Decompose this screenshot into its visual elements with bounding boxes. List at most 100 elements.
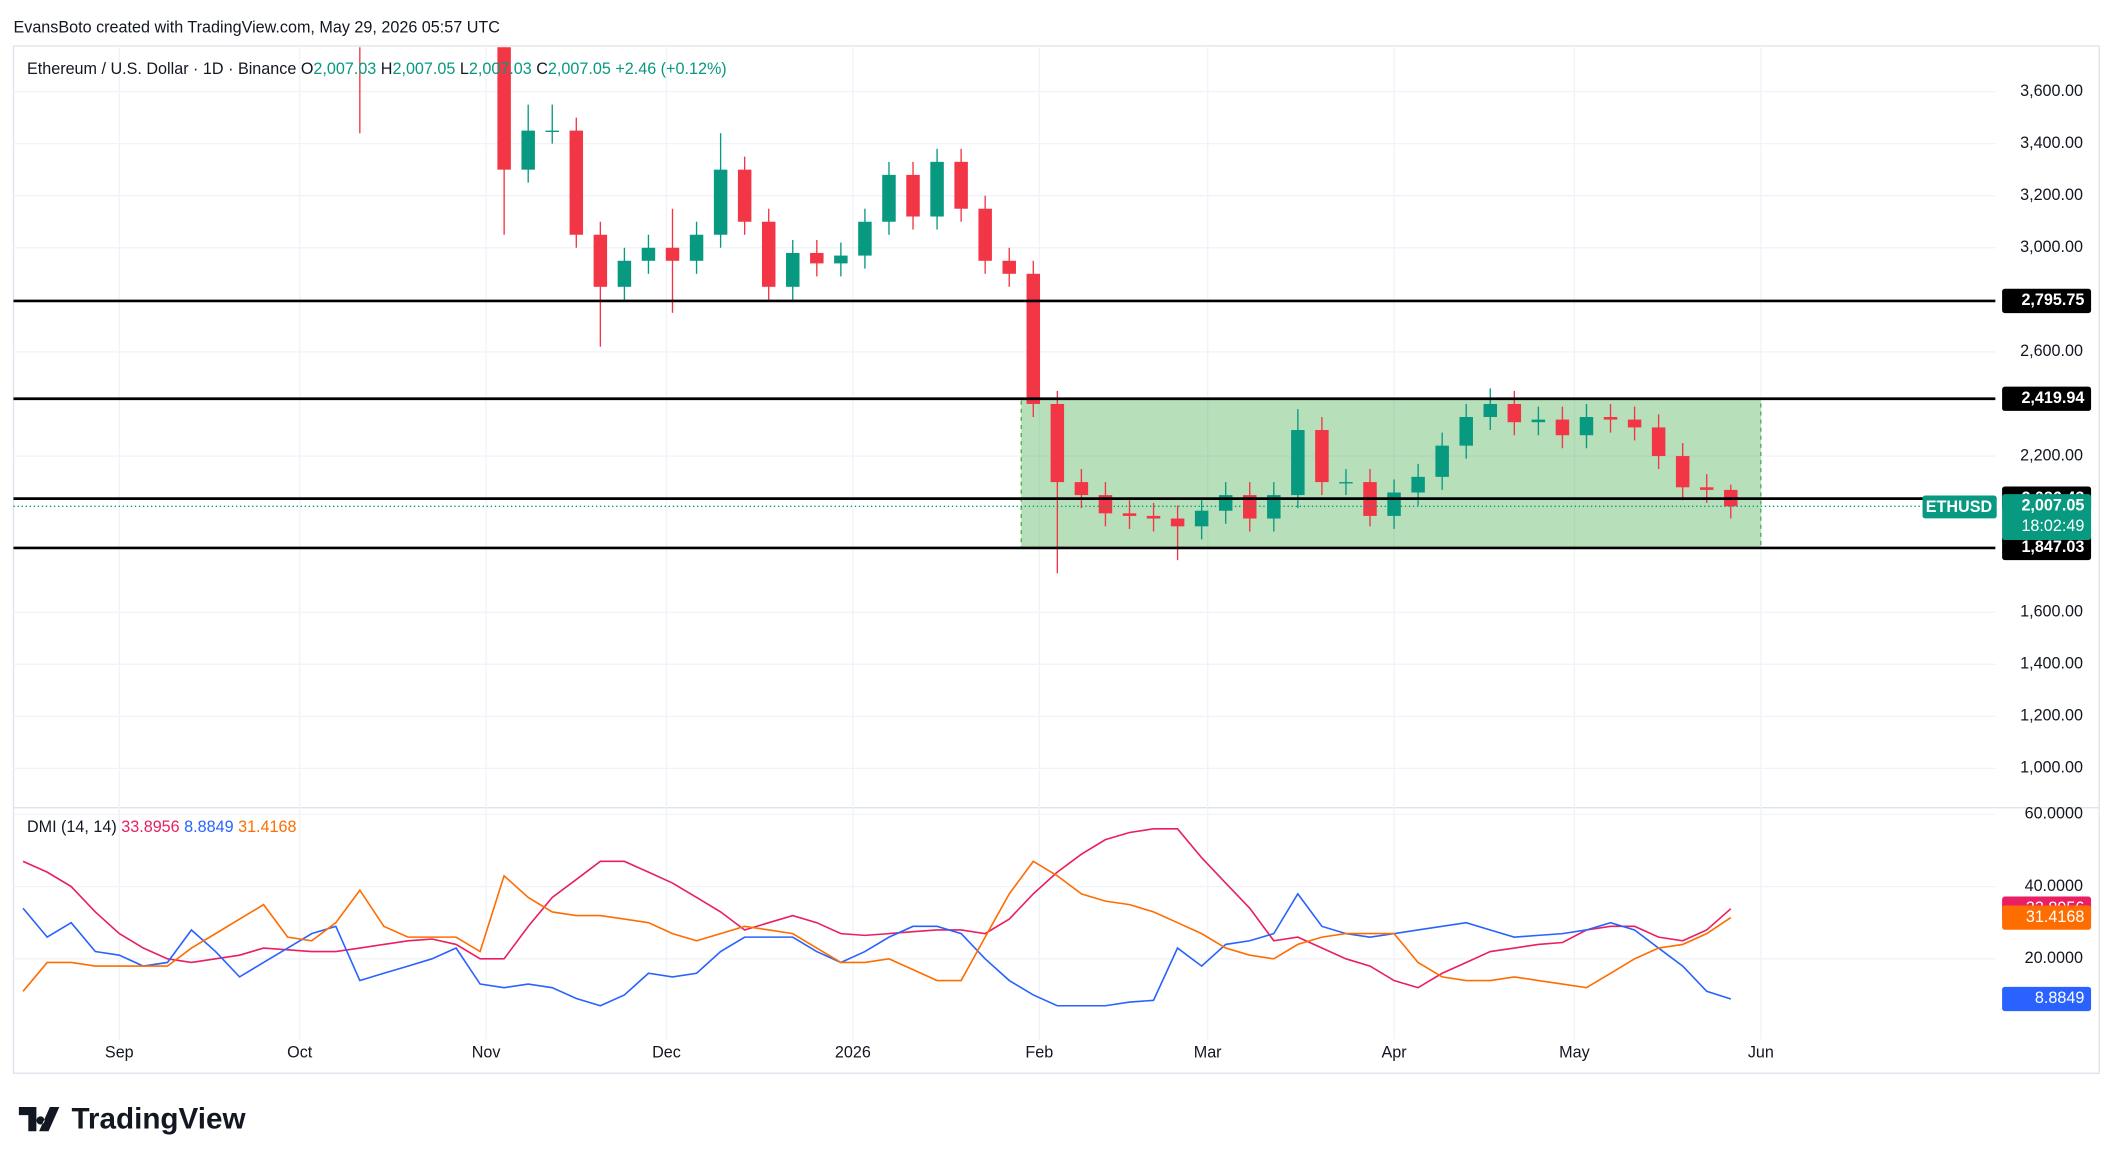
y-tick-label: 1,600.00 [2020, 603, 2083, 621]
candle-body [1074, 482, 1089, 496]
candle-body [1603, 416, 1618, 420]
candle-body [834, 255, 848, 264]
ohlc-key: C [536, 60, 548, 78]
background [0, 6, 2114, 1151]
level-badge [2002, 386, 2092, 411]
indicator-value: 33.8956 [121, 818, 179, 836]
x-tick-label: Mar [1194, 1043, 1222, 1061]
symbol-label: ETHUSD [1926, 498, 1992, 516]
value-badge [2002, 986, 2092, 1012]
candle-body [954, 161, 968, 209]
y-tick-label: 20.0000 [2025, 949, 2083, 967]
indicator-value: 31.4168 [238, 818, 296, 836]
ohlc-value: 2,007.05 [548, 60, 611, 78]
y-tick-label: 2,600.00 [2020, 342, 2083, 360]
legend-line: Ethereum / U.S. Dollar · 1D · Binance O2… [27, 60, 727, 78]
candle-body [593, 234, 608, 287]
level-badge [2002, 535, 2092, 561]
candle-body [497, 47, 511, 170]
candle-body [930, 161, 944, 217]
candle-body [1291, 430, 1305, 496]
dmi-legend: DMI (14, 14) 33.8956 8.8849 31.4168 [27, 818, 297, 836]
x-tick-label: Oct [287, 1043, 313, 1061]
indicator-value: 8.8849 [184, 818, 233, 836]
candle-body [978, 208, 992, 261]
candle-body [713, 169, 728, 235]
candle-body [1651, 427, 1666, 457]
dmi-line [22, 860, 1732, 992]
value-badge-label: 31.4168 [2026, 908, 2084, 926]
ohlc-value: 2,007.03 [313, 60, 376, 78]
candle-body [1387, 492, 1401, 516]
candle-body [1507, 403, 1522, 423]
candle-body [1339, 482, 1353, 484]
candle-body [1699, 487, 1714, 490]
x-tick-label: Feb [1025, 1043, 1053, 1061]
candle-body [641, 247, 656, 261]
candle-body [1531, 419, 1546, 423]
y-tick-label: 3,000.00 [2020, 238, 2083, 256]
y-tick-label: 1,200.00 [2020, 707, 2083, 725]
candle-body [1435, 445, 1449, 477]
x-tick-label: May [1559, 1043, 1590, 1061]
y-tick-label: 2,200.00 [2020, 446, 2083, 464]
dmi-line [22, 828, 1732, 989]
symbol-badge [1922, 495, 1997, 519]
candle-body [1627, 419, 1642, 428]
candle-body [786, 252, 800, 287]
credit: EvansBoto created with TradingView.com, … [13, 19, 500, 37]
price-pane [13, 47, 1996, 574]
brand: TradingView [71, 1102, 246, 1135]
candle-body [1267, 495, 1281, 519]
candle-body [1675, 456, 1690, 488]
candle-body [882, 174, 896, 222]
chart-frame [12, 45, 2100, 1074]
candle-body [1050, 403, 1065, 483]
candle-body [906, 174, 920, 217]
candle-body [1002, 260, 1016, 274]
level-badge [2002, 288, 2092, 314]
candle-body [1194, 510, 1209, 527]
ohlc-key: O [301, 60, 314, 78]
candle-body [1459, 416, 1473, 446]
x-tick-label: Dec [652, 1043, 681, 1061]
symbol-title: Ethereum / U.S. Dollar · 1D · Binance [27, 60, 296, 78]
range-zone [1020, 398, 1762, 549]
candle-body [1122, 513, 1137, 516]
level-label: 2,419.94 [2021, 389, 2084, 407]
candle-body [1146, 515, 1161, 519]
candle-body [521, 130, 535, 170]
change: +2.46 (+0.12%) [615, 60, 726, 78]
countdown: 18:02:49 [2021, 517, 2084, 535]
candle-body [1026, 273, 1041, 404]
indicator-title: DMI (14, 14) [27, 818, 117, 836]
dmi-line [22, 892, 1732, 1007]
y-tick-label: 1,000.00 [2020, 759, 2083, 777]
candle-body [761, 221, 776, 287]
x-tick-label: 2026 [835, 1043, 871, 1061]
price-label: 2,007.05 [2021, 497, 2084, 515]
candle-body [858, 221, 872, 256]
candle-body [1170, 518, 1185, 527]
candle-body [737, 169, 752, 222]
dmi-pane [22, 828, 1732, 1007]
value-badge [2002, 905, 2092, 930]
candle-body [810, 252, 824, 264]
x-tick-label: Apr [1381, 1043, 1407, 1061]
y-tick-label: 1,400.00 [2020, 655, 2083, 673]
legend: Ethereum / U.S. Dollar · 1D · Binance O2… [27, 60, 727, 836]
candle-body [1411, 476, 1425, 493]
y-tick-label: 60.0000 [2025, 805, 2083, 823]
tradingview-logo: TradingView [18, 1102, 247, 1135]
axes: Sep Oct Nov Dec 2026 Feb Mar Apr May Jun 1,000.00 1… [105, 82, 2083, 1062]
candle-body [665, 247, 680, 261]
level-label: 2,795.75 [2021, 291, 2084, 309]
candle-body [689, 234, 704, 261]
x-tick-label: Nov [472, 1043, 502, 1061]
candle-body [1555, 419, 1570, 436]
x-tick-label: Sep [105, 1043, 134, 1061]
candle-body [569, 130, 584, 235]
candle-body [1243, 495, 1257, 519]
